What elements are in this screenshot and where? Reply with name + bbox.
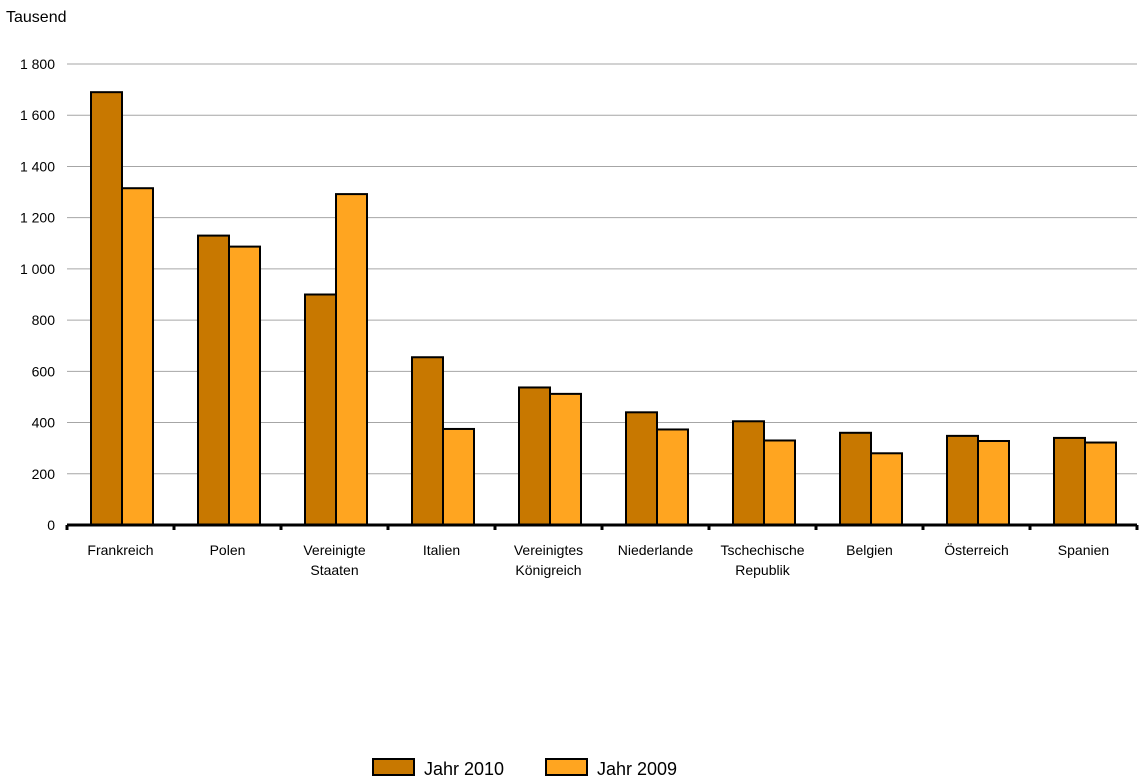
x-tick-label: Frankreich xyxy=(87,542,153,558)
legend-label: Jahr 2010 xyxy=(424,759,504,779)
y-tick-label: 1 400 xyxy=(20,158,55,174)
y-tick-label: 1 200 xyxy=(20,210,55,226)
axes xyxy=(65,523,1139,530)
x-tick-label: Niederlande xyxy=(618,542,694,558)
x-tick-label: Österreich xyxy=(944,541,1009,558)
bar-jahr-2010 xyxy=(839,431,872,526)
x-tick-label: Vereinigte xyxy=(303,542,365,558)
x-tick-label: Königreich xyxy=(515,562,581,578)
y-tick-label: 0 xyxy=(47,517,55,533)
bar-jahr-2009 xyxy=(977,439,1010,526)
x-tick-label: Spanien xyxy=(1058,542,1109,558)
x-tick-label: Staaten xyxy=(310,562,358,578)
bar-jahr-2010 xyxy=(304,293,337,526)
bar-jahr-2010 xyxy=(518,386,551,526)
bars xyxy=(90,91,1117,527)
bar-jahr-2009 xyxy=(1084,441,1117,527)
x-tick-label: Tschechische xyxy=(720,542,804,558)
bar-jahr-2010 xyxy=(197,234,230,526)
bar-jahr-2010 xyxy=(411,356,444,526)
bar-jahr-2009 xyxy=(763,439,796,527)
bar-jahr-2009 xyxy=(870,452,903,526)
bar-jahr-2009 xyxy=(121,187,154,526)
bar-jahr-2010 xyxy=(946,434,979,526)
legend-swatch xyxy=(545,758,588,776)
bar-jahr-2010 xyxy=(90,91,123,527)
y-axis-label: Tausend xyxy=(6,9,67,26)
bar-jahr-2010 xyxy=(1053,436,1086,526)
x-tick-label: Republik xyxy=(735,562,790,578)
bar-jahr-2009 xyxy=(549,392,582,527)
y-tick-label: 600 xyxy=(32,363,56,379)
y-tick-label: 400 xyxy=(32,415,56,431)
bar-jahr-2010 xyxy=(625,411,658,526)
x-tick-label: Vereinigtes xyxy=(514,542,583,558)
bar-jahr-2010 xyxy=(732,420,765,526)
legend-swatch xyxy=(372,758,415,776)
bar-jahr-2009 xyxy=(335,193,368,527)
y-tick-label: 1 800 xyxy=(20,56,55,72)
x-tick-label: Belgien xyxy=(846,542,893,558)
x-tick-label: Italien xyxy=(423,542,460,558)
legend: Jahr 2010 Jahr 2009 xyxy=(372,758,677,779)
y-tick-label: 1 000 xyxy=(20,261,55,277)
bar-jahr-2009 xyxy=(442,427,475,527)
x-tick-label: Polen xyxy=(210,542,246,558)
bar-jahr-2009 xyxy=(656,428,689,526)
y-tick-label: 800 xyxy=(32,312,56,328)
bar-jahr-2009 xyxy=(228,245,261,527)
labels: Tausend 0 200 400 600 800 1 000 1 200 1 400 1 600… xyxy=(6,9,1109,578)
y-tick-label: 200 xyxy=(32,466,56,482)
y-tick-label: 1 600 xyxy=(20,107,55,123)
legend-label: Jahr 2009 xyxy=(597,759,677,779)
